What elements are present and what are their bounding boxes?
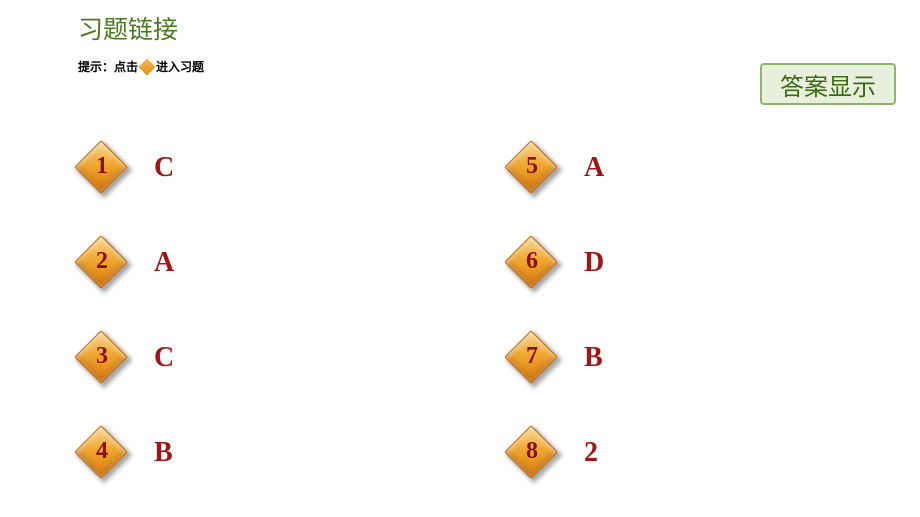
exercise-number: 8: [508, 428, 556, 476]
exercise-answer: B: [584, 342, 603, 374]
exercise-answer: B: [154, 437, 173, 469]
exercise-badge-1[interactable]: 1: [78, 144, 126, 192]
diamond-icon: [139, 58, 156, 75]
hint-prefix: 提示：点击: [78, 58, 138, 75]
exercise-answer: A: [154, 247, 174, 279]
exercise-number: 5: [508, 143, 556, 191]
page-title: 习题链接: [78, 10, 178, 46]
exercise-number: 4: [78, 428, 126, 476]
exercise-item: 1 C: [78, 120, 428, 215]
exercise-number: 1: [78, 143, 126, 191]
exercise-item: 8 2: [508, 405, 858, 500]
exercise-badge-2[interactable]: 2: [78, 239, 126, 287]
exercise-badge-5[interactable]: 5: [508, 144, 556, 192]
exercise-badge-4[interactable]: 4: [78, 429, 126, 477]
exercise-answer: D: [584, 247, 604, 279]
exercise-number: 2: [78, 238, 126, 286]
exercise-item: 4 B: [78, 405, 428, 500]
exercise-item: 5 A: [508, 120, 858, 215]
exercise-number: 6: [508, 238, 556, 286]
hint-text: 提示：点击 进入习题: [78, 58, 204, 75]
exercise-number: 3: [78, 333, 126, 381]
exercise-item: 3 C: [78, 310, 428, 405]
exercise-item: 6 D: [508, 215, 858, 310]
exercise-badge-6[interactable]: 6: [508, 239, 556, 287]
exercise-answer: A: [584, 152, 604, 184]
exercise-item: 2 A: [78, 215, 428, 310]
exercise-list: 1 C 2 A 3 C 4 B 5 A: [78, 120, 858, 500]
exercise-number: 7: [508, 333, 556, 381]
exercise-answer: C: [154, 342, 174, 374]
exercise-badge-8[interactable]: 8: [508, 429, 556, 477]
hint-suffix: 进入习题: [156, 58, 204, 75]
exercise-badge-7[interactable]: 7: [508, 334, 556, 382]
exercise-answer: 2: [584, 437, 598, 469]
exercise-item: 7 B: [508, 310, 858, 405]
show-answers-button[interactable]: 答案显示: [760, 63, 896, 105]
exercise-badge-3[interactable]: 3: [78, 334, 126, 382]
exercise-answer: C: [154, 152, 174, 184]
